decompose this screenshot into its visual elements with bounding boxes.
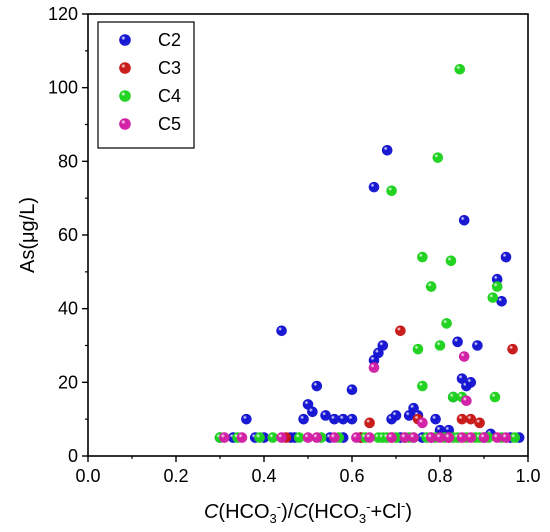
point-c2: [472, 340, 483, 351]
point-c2: [500, 251, 512, 263]
point-c5: [458, 351, 470, 362]
point-c2: [346, 413, 358, 425]
point-c2: [390, 410, 402, 421]
x-tick-label: 1.0: [515, 466, 540, 486]
point-c3: [507, 343, 518, 355]
point-c4: [267, 432, 279, 443]
point-c4: [412, 343, 424, 355]
x-tick-label: 0.8: [427, 466, 452, 486]
point-c5: [500, 432, 512, 443]
legend-label-c2: C2: [158, 30, 181, 50]
legend-label-c4: C4: [158, 86, 181, 106]
legend: C2 C3 C4 C5: [97, 21, 195, 149]
point-c3: [474, 417, 485, 429]
point-c4: [425, 281, 437, 292]
legend-marker-c3: [119, 62, 131, 74]
point-c5: [461, 395, 472, 407]
point-c2: [276, 325, 287, 337]
point-c2: [496, 295, 507, 307]
x-tick-label: 0.2: [163, 466, 188, 486]
point-c5: [386, 432, 397, 443]
point-c4: [445, 255, 457, 267]
point-c2: [465, 377, 477, 388]
point-c2: [311, 380, 323, 392]
legend-box: [97, 21, 195, 149]
point-c2: [430, 413, 441, 425]
point-c5: [329, 432, 340, 443]
point-c5: [399, 432, 411, 443]
point-c2: [452, 336, 463, 348]
y-tick-label: 60: [58, 225, 78, 245]
point-c4: [489, 391, 501, 403]
point-c4: [417, 251, 428, 263]
y-tick-label: 120: [48, 4, 78, 24]
point-c2: [346, 384, 358, 396]
point-c5: [364, 432, 375, 443]
data-points: [214, 63, 525, 443]
legend-label-c3: C3: [158, 58, 181, 78]
y-tick-label: 0: [68, 446, 78, 466]
x-tick-label: 0.6: [339, 466, 364, 486]
point-c2: [329, 413, 340, 425]
point-c5: [276, 432, 287, 443]
point-c4: [487, 292, 499, 303]
point-c4: [417, 380, 428, 392]
point-c2: [307, 406, 318, 418]
x-axis-title: C(HCO3-)/C(HCO3-+Cl-): [204, 498, 412, 526]
y-tick-label: 80: [58, 151, 78, 171]
point-c4: [454, 63, 466, 75]
legend-label-c5: C5: [158, 114, 181, 134]
point-c4: [491, 281, 503, 292]
point-c2: [381, 144, 393, 156]
point-c4: [386, 185, 397, 197]
point-c4: [441, 318, 452, 329]
point-c5: [219, 432, 230, 443]
point-c3: [364, 417, 375, 429]
point-c5: [443, 432, 455, 443]
point-c2: [377, 340, 389, 351]
x-tick-label: 0.0: [75, 466, 100, 486]
point-c4: [432, 152, 444, 163]
y-axis-title: As(μg/L): [17, 197, 39, 273]
legend-marker-c2: [119, 34, 131, 46]
point-c4: [254, 432, 265, 443]
point-c5: [368, 362, 380, 373]
point-c5: [236, 432, 248, 443]
legend-marker-c4: [119, 90, 131, 102]
y-tick-label: 40: [58, 299, 78, 319]
y-tick-label: 100: [48, 78, 78, 98]
point-c5: [417, 417, 428, 429]
point-c5: [408, 432, 419, 443]
point-c5: [465, 432, 477, 443]
point-c2: [298, 413, 309, 425]
point-c2: [320, 410, 331, 421]
point-c2: [458, 214, 470, 226]
point-c2: [368, 181, 380, 193]
legend-marker-c5: [119, 118, 131, 130]
point-c2: [241, 413, 252, 425]
axis-ticks: 0.0 0.2 0.4 0.6 0.8 1.0 0 20 40 60 80 100 120: [48, 4, 541, 486]
x-tick-label: 0.4: [251, 466, 276, 486]
point-c5: [351, 432, 362, 443]
point-c3: [465, 413, 477, 425]
point-c4: [434, 340, 446, 351]
point-c5: [478, 432, 490, 443]
point-c5: [311, 432, 323, 443]
y-tick-label: 20: [58, 372, 78, 392]
point-c3: [395, 325, 406, 337]
